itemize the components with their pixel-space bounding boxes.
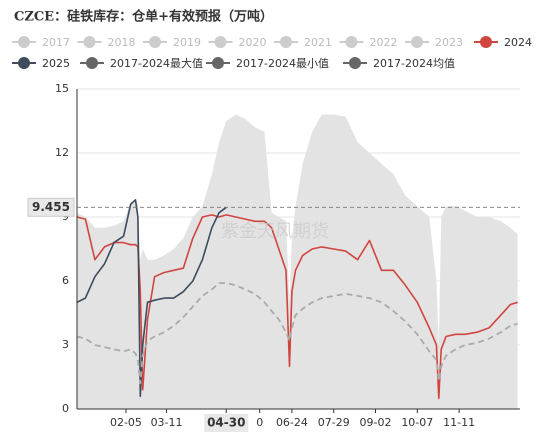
series-line [76, 282, 518, 385]
y-tick-label: 12 [55, 146, 69, 159]
legend-label[interactable]: 2024 [504, 36, 532, 49]
pointer-y-label: 9.455 [32, 200, 70, 214]
y-tick-label: 3 [62, 338, 69, 351]
series-line [76, 214, 518, 400]
legend-label[interactable]: 2023 [435, 36, 463, 49]
legend-marker [345, 36, 358, 48]
legend-label[interactable]: 2020 [239, 36, 267, 49]
legend-label[interactable]: 2017-2024均值 [373, 57, 455, 70]
max-area [77, 114, 518, 409]
legend-marker [83, 36, 96, 48]
x-tick-label: 10-07 [401, 416, 433, 429]
x-tick-label: 07-29 [318, 416, 350, 429]
watermark: 紫金天风期货 [221, 221, 329, 242]
legend-marker [411, 36, 423, 48]
x-tick-label: 06-24 [276, 416, 308, 429]
legend-label[interactable]: 2021 [304, 36, 332, 49]
legend-marker [214, 36, 227, 48]
series-line [76, 199, 227, 397]
legend-marker [212, 57, 224, 69]
x-tick-label: 04-30 [207, 416, 245, 430]
y-tick-label: 6 [62, 274, 69, 287]
legend-label[interactable]: 2019 [173, 36, 201, 49]
chart-title: CZCE：硅铁库存：仓单+有效预报（万吨） [14, 9, 273, 25]
y-tick-label: 15 [55, 82, 69, 95]
legend-marker [18, 36, 30, 48]
pointer-x-box [204, 414, 249, 432]
legend-marker [349, 57, 361, 69]
legend-label[interactable]: 2018 [108, 36, 136, 49]
pointer-y-box [27, 197, 75, 217]
legend-label[interactable]: 2017-2024最大值 [110, 56, 203, 70]
x-tick-label: 03-11 [151, 416, 183, 429]
x-tick-label: 0 [256, 416, 263, 429]
x-tick-label: 11-11 [443, 416, 475, 429]
x-tick-label: 09-02 [360, 416, 392, 429]
legend-label[interactable]: 2025 [42, 57, 70, 70]
legend-marker [149, 36, 161, 48]
legend-label[interactable]: 2017 [42, 36, 70, 49]
legend-label[interactable]: 2022 [370, 36, 398, 49]
legend-marker [480, 36, 492, 48]
x-tick-label: 02-05 [110, 416, 142, 429]
legend-marker [280, 36, 292, 48]
y-tick-label: 0 [62, 402, 69, 415]
legend-label[interactable]: 2017-2024最小值 [236, 57, 329, 70]
legend-marker [86, 57, 98, 69]
legend-marker [18, 57, 30, 69]
